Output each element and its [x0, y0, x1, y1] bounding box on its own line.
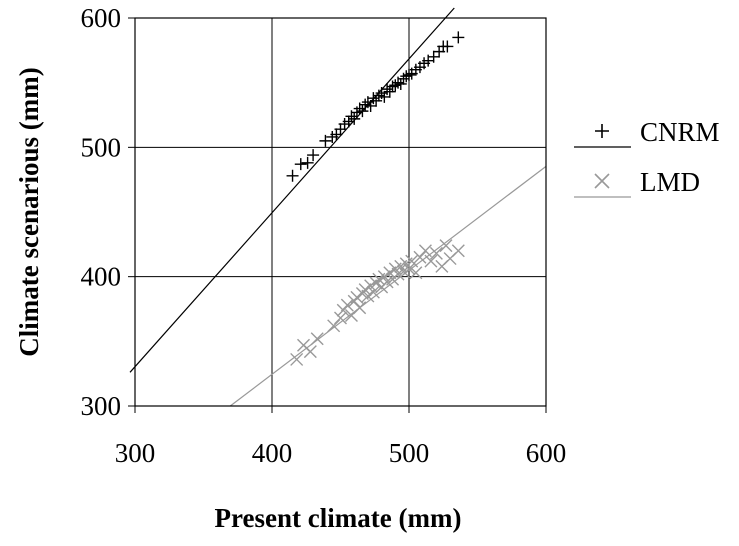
- point-cnrm: [367, 92, 380, 105]
- trendline-lmd: [229, 165, 547, 407]
- point-cnrm: [319, 134, 332, 147]
- x-marker-icon: [594, 173, 610, 189]
- point-cnrm: [348, 112, 361, 125]
- point-cnrm: [389, 79, 402, 92]
- axis-ticks: 300 400 500 600 300 400 500 600: [81, 3, 567, 468]
- point-cnrm: [356, 105, 369, 118]
- point-lmd: [418, 244, 432, 258]
- point-lmd: [353, 301, 367, 315]
- legend-item-cnrm: CNRM: [574, 117, 720, 148]
- point-cnrm: [400, 70, 413, 83]
- y-tick-label: 300: [81, 391, 122, 421]
- point-cnrm: [370, 94, 383, 107]
- legend-label-lmd: LMD: [640, 167, 700, 197]
- point-lmd: [334, 311, 347, 325]
- point-cnrm: [452, 31, 465, 44]
- point-lmd: [409, 266, 423, 280]
- point-lmd: [424, 254, 438, 268]
- x-tick-label: 500: [389, 438, 430, 468]
- point-cnrm: [307, 149, 320, 162]
- plus-marker-icon: [595, 124, 609, 138]
- x-tick-label: 600: [526, 438, 567, 468]
- point-cnrm: [441, 40, 454, 53]
- point-lmd: [340, 298, 354, 312]
- point-lmd: [451, 244, 465, 258]
- point-cnrm: [378, 90, 391, 103]
- legend-item-lmd: LMD: [574, 167, 700, 198]
- point-lmd: [405, 254, 419, 268]
- point-cnrm: [301, 156, 314, 169]
- point-lmd: [383, 266, 397, 280]
- point-lmd: [290, 352, 304, 366]
- point-lmd: [439, 239, 453, 253]
- point-lmd: [429, 246, 443, 260]
- point-lmd: [358, 283, 372, 297]
- y-tick-label: 400: [81, 262, 122, 292]
- y-tick-label: 500: [81, 132, 122, 162]
- point-cnrm: [403, 68, 415, 81]
- grid: [135, 18, 546, 406]
- point-cnrm: [381, 83, 394, 96]
- y-tick-label: 600: [81, 3, 122, 33]
- point-cnrm: [372, 89, 385, 102]
- point-lmd: [310, 332, 324, 346]
- data-points: [286, 31, 465, 366]
- plot-area: [134, 17, 547, 407]
- point-cnrm: [427, 50, 440, 63]
- point-cnrm: [286, 169, 299, 182]
- point-cnrm: [294, 158, 307, 171]
- legend-label-cnrm: CNRM: [640, 117, 720, 147]
- trendlines: [129, 7, 547, 407]
- x-tick-label: 300: [115, 438, 156, 468]
- point-cnrm: [364, 99, 377, 112]
- point-lmd: [402, 262, 416, 276]
- legend: CNRM LMD: [574, 117, 720, 198]
- point-cnrm: [394, 77, 407, 90]
- point-cnrm: [359, 98, 372, 111]
- trendline-cnrm: [129, 7, 455, 373]
- point-lmd: [369, 276, 383, 290]
- x-tick-label: 400: [252, 438, 293, 468]
- point-lmd: [361, 289, 375, 303]
- x-axis-title: Present climate (mm): [215, 503, 462, 533]
- point-cnrm: [342, 115, 355, 128]
- point-cnrm: [383, 85, 396, 98]
- point-lmd: [366, 285, 380, 299]
- point-lmd: [336, 303, 350, 317]
- point-lmd: [303, 345, 317, 359]
- y-axis-title: Climate scenarious (mm): [14, 67, 44, 356]
